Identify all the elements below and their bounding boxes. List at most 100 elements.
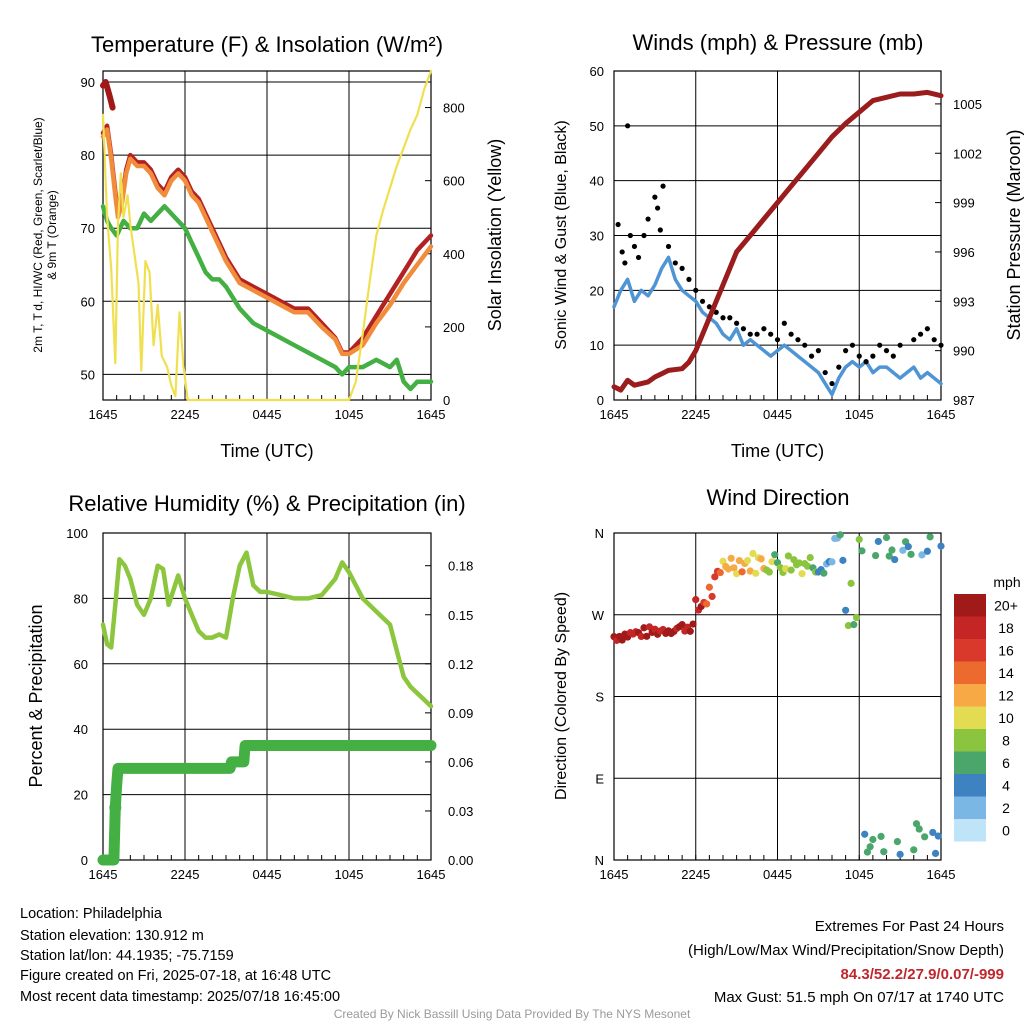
y-tick-label: 60 bbox=[590, 64, 604, 79]
x-tick-label: 0445 bbox=[253, 867, 282, 882]
x-tick-label: 1645 bbox=[600, 407, 629, 422]
y2-axis-label-winds: Station Pressure (Maroon) bbox=[1004, 129, 1024, 340]
series-temp_9m bbox=[100, 127, 434, 357]
direction-point bbox=[746, 567, 754, 575]
y-tick-label: N bbox=[595, 853, 604, 868]
gust-point bbox=[699, 298, 706, 304]
direction-point bbox=[618, 636, 626, 644]
extremes-heading: Extremes For Past 24 Hours bbox=[814, 918, 1004, 935]
direction-point bbox=[842, 606, 850, 614]
gust-point bbox=[631, 243, 638, 250]
y-tick-label: 50 bbox=[590, 119, 604, 134]
colorbar-swatch bbox=[954, 751, 986, 774]
gust-point bbox=[808, 353, 815, 359]
gust-point bbox=[660, 183, 666, 189]
chart-title-direction: Wind Direction bbox=[706, 485, 849, 510]
chart-title-temperature: Temperature (F) & Insolation (W/m²) bbox=[91, 32, 443, 57]
colorbar-label: 0 bbox=[1002, 822, 1010, 838]
y2-tick-label: 0.03 bbox=[448, 804, 473, 819]
colorbar-swatch bbox=[954, 639, 986, 662]
gust-point bbox=[672, 260, 678, 266]
y2-tick-label: 993 bbox=[953, 294, 975, 309]
direction-point bbox=[847, 579, 855, 587]
direction-point bbox=[689, 620, 697, 628]
series-pressure bbox=[611, 89, 944, 393]
direction-point bbox=[872, 551, 880, 560]
gust-point bbox=[938, 342, 944, 348]
y-tick-label: 0 bbox=[81, 853, 88, 868]
y2-tick-label: 987 bbox=[953, 393, 975, 408]
gust-point bbox=[740, 326, 747, 332]
direction-point bbox=[727, 554, 735, 562]
y2-tick-label: 0.18 bbox=[448, 559, 473, 574]
y2-tick-label: 996 bbox=[953, 245, 975, 260]
direction-point bbox=[711, 573, 719, 581]
gust-point bbox=[655, 205, 661, 211]
direction-point bbox=[820, 569, 828, 577]
direction-point bbox=[891, 555, 899, 564]
colorbar-label: 12 bbox=[998, 687, 1014, 703]
direction-point bbox=[907, 550, 915, 558]
gust-point bbox=[877, 342, 883, 348]
gust-point bbox=[635, 254, 642, 261]
y2-tick-label: 0.15 bbox=[448, 608, 473, 623]
x-tick-label: 1045 bbox=[335, 867, 364, 882]
y2-tick-label: 0 bbox=[443, 393, 450, 408]
y2-tick-label: 0.09 bbox=[448, 706, 473, 721]
gust-point bbox=[883, 348, 890, 354]
x-tick-label: 1645 bbox=[927, 867, 956, 882]
recent-data-text: Most recent data timestamp: 2025/07/18 1… bbox=[20, 989, 341, 1005]
x-tick-label: 2245 bbox=[171, 407, 200, 422]
direction-point bbox=[852, 613, 861, 622]
y-tick-label: 20 bbox=[590, 283, 604, 298]
gust-point bbox=[619, 249, 625, 255]
y2-tick-label: 0.12 bbox=[448, 657, 473, 672]
gust-point bbox=[849, 342, 856, 348]
gust-point bbox=[665, 243, 672, 250]
gust-point bbox=[679, 265, 685, 271]
direction-point bbox=[882, 533, 891, 542]
direction-point bbox=[931, 849, 940, 857]
y2-tick-label: 400 bbox=[443, 247, 465, 262]
colorbar-label: 10 bbox=[998, 710, 1014, 726]
direction-point bbox=[874, 537, 882, 546]
y-tick-label: 90 bbox=[81, 75, 95, 90]
direction-point bbox=[798, 570, 806, 578]
latlon-text: Station lat/lon: 44.1935; -75.7159 bbox=[20, 948, 234, 964]
x-tick-label: 1645 bbox=[417, 867, 446, 882]
gust-point bbox=[802, 342, 808, 348]
x-tick-label: 2245 bbox=[171, 867, 200, 882]
gust-point bbox=[836, 364, 842, 370]
direction-point bbox=[880, 848, 888, 856]
gust-point bbox=[641, 232, 647, 239]
x-tick-label: 0445 bbox=[253, 407, 282, 422]
series-dewpoint bbox=[100, 204, 434, 392]
direction-point bbox=[806, 553, 814, 562]
x-tick-label: 0445 bbox=[763, 867, 792, 882]
elevation-text: Station elevation: 130.912 m bbox=[20, 928, 204, 944]
direction-point bbox=[828, 558, 836, 566]
y-tick-label: 50 bbox=[81, 367, 95, 382]
direction-point bbox=[912, 820, 921, 828]
direction-point bbox=[643, 632, 651, 640]
direction-point bbox=[716, 568, 724, 577]
direction-point bbox=[877, 832, 885, 841]
y-axis-label-humidity: Percent & Precipitation bbox=[26, 604, 46, 787]
direction-point bbox=[929, 828, 937, 837]
direction-point bbox=[918, 551, 926, 559]
x-tick-label: 1045 bbox=[845, 407, 874, 422]
gust-point bbox=[822, 369, 828, 376]
gust-point bbox=[815, 348, 821, 354]
gust-point bbox=[781, 320, 787, 326]
colorbar-label: 8 bbox=[1002, 732, 1010, 748]
direction-point bbox=[645, 623, 654, 631]
created-text: Figure created on Fri, 2025-07-18, at 16… bbox=[20, 968, 332, 984]
direction-point bbox=[733, 570, 741, 578]
direction-point bbox=[839, 556, 847, 564]
colorbar-swatch bbox=[954, 819, 986, 842]
x-tick-label: 2245 bbox=[681, 407, 710, 422]
y-tick-label: S bbox=[595, 690, 604, 705]
direction-point bbox=[850, 621, 858, 629]
x-axis-label-winds: Time (UTC) bbox=[731, 441, 824, 461]
gust-point bbox=[911, 337, 917, 343]
